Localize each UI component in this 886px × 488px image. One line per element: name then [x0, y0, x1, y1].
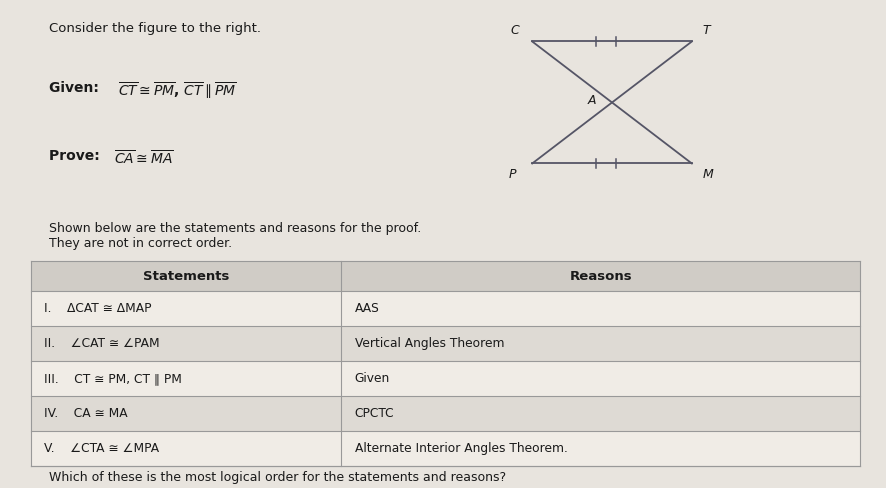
Text: $\overline{CA} \cong \overline{MA}$: $\overline{CA} \cong \overline{MA}$	[113, 149, 173, 167]
Text: C: C	[509, 23, 518, 37]
Text: Given:: Given:	[49, 81, 104, 95]
Text: M: M	[702, 168, 712, 182]
Bar	[31, 361, 859, 396]
Text: V.    ∠CTA ≅ ∠MPA: V. ∠CTA ≅ ∠MPA	[44, 442, 159, 455]
Text: T: T	[702, 23, 710, 37]
Text: CPCTC: CPCTC	[354, 407, 394, 420]
Text: Which of these is the most logical order for the statements and reasons?: Which of these is the most logical order…	[49, 471, 505, 484]
Bar	[31, 326, 859, 361]
Bar	[31, 396, 859, 431]
Text: Statements: Statements	[143, 270, 229, 283]
Text: Vertical Angles Theorem: Vertical Angles Theorem	[354, 337, 504, 350]
Text: $\overline{CT} \cong \overline{PM}$, $\overline{CT} \parallel \overline{PM}$: $\overline{CT} \cong \overline{PM}$, $\o…	[118, 81, 237, 101]
Text: Alternate Interior Angles Theorem.: Alternate Interior Angles Theorem.	[354, 442, 567, 455]
Text: P: P	[509, 168, 516, 182]
Text: Reasons: Reasons	[569, 270, 632, 283]
Text: Consider the figure to the right.: Consider the figure to the right.	[49, 22, 260, 35]
Text: A: A	[587, 94, 595, 106]
Text: II.    ∠CAT ≅ ∠PAM: II. ∠CAT ≅ ∠PAM	[44, 337, 159, 350]
Text: Prove:: Prove:	[49, 149, 105, 163]
Text: III.    CT ≅ PM, CT ∥ PM: III. CT ≅ PM, CT ∥ PM	[44, 372, 182, 385]
Text: I.    ΔCAT ≅ ΔMAP: I. ΔCAT ≅ ΔMAP	[44, 302, 152, 315]
Text: Shown below are the statements and reasons for the proof.
They are not in correc: Shown below are the statements and reaso…	[49, 222, 421, 250]
Bar	[31, 431, 859, 466]
Text: IV.    CA ≅ MA: IV. CA ≅ MA	[44, 407, 128, 420]
Bar	[31, 261, 859, 291]
Bar	[31, 291, 859, 326]
Text: AAS: AAS	[354, 302, 379, 315]
Text: Given: Given	[354, 372, 390, 385]
